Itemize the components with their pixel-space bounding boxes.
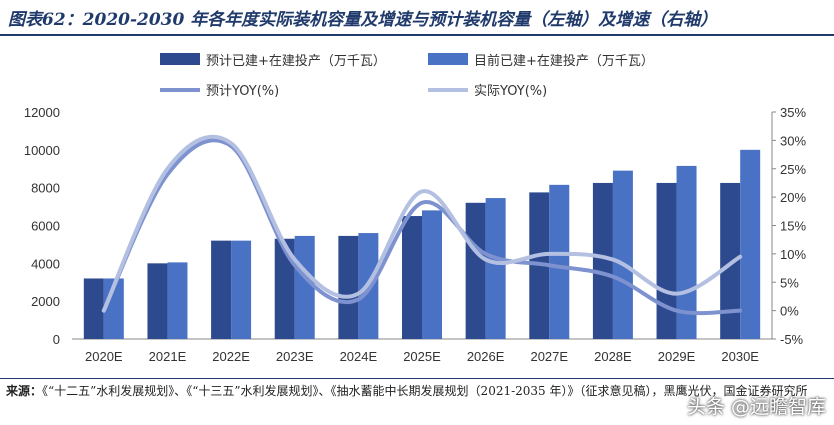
axes: 0 2000 4000 6000 8000 10000 12000 -5% 0% 5% 10% 15%… [24,105,807,364]
bar-planned [211,240,232,339]
bars [83,149,761,339]
chart-title: 图表62：2020-2030 年各年度实际装机容量及增速与预计装机容量（左轴）及… [8,10,718,30]
x-tick-label: 2023E [276,349,314,364]
title-bar: 图表62：2020-2030 年各年度实际装机容量及增速与预计装机容量（左轴）及… [0,0,834,36]
legend-label: 实际YOY(%) [474,84,547,99]
x-tick-label: 2027E [530,349,568,364]
legend-swatch-bar [160,53,200,65]
bar-current [294,235,315,339]
right-tick-label: 30% [780,133,806,148]
x-tick-label: 2020E [85,349,123,364]
right-tick-label: 10% [780,247,806,262]
legend-label: 预计已建+在建投产（万千瓦） [206,53,386,69]
bar-current [422,210,442,339]
legend-label: 目前已建+在建投产（万千瓦） [474,53,654,69]
left-tick-label: 6000 [31,219,60,234]
x-tick-label: 2024E [340,349,378,364]
left-tick-label: 10000 [24,143,60,158]
legend: 预计已建+在建投产（万千瓦） 目前已建+在建投产（万千瓦） 预计YOY(%) 实际YO… [160,53,654,99]
right-tick-label: 15% [780,219,806,234]
bar-planned [465,202,486,339]
left-tick-label: 2000 [31,294,60,309]
right-tick-label: 20% [780,190,806,205]
bar-planned [402,216,422,339]
bar-current [740,149,761,339]
right-tick-label: 5% [780,275,799,290]
combo-chart: 预计已建+在建投产（万千瓦） 目前已建+在建投产（万千瓦） 预计YOY(%) 实际YO… [24,53,807,364]
legend-swatch-bar [428,53,468,65]
bar-planned [83,278,104,339]
bar-current [167,262,188,339]
bar-current [485,198,506,339]
lines [101,134,743,316]
x-tick-label: 2022E [212,349,250,364]
bar-current [231,240,252,339]
watermark: 头条 @远瞻智库 [686,396,826,418]
left-tick-label: 12000 [24,105,60,120]
source-note: 来源：《“十二五”水利发展规划》、《“十三五”水利发展规划》、《抽水蓄能中长期发… [0,378,834,401]
x-tick-label: 2028E [594,349,632,364]
left-tick-label: 8000 [31,181,60,196]
x-tick-label: 2021E [149,349,187,364]
bar-planned [338,235,359,339]
line-planned-yoy [101,138,743,316]
x-tick-label: 2025E [403,349,441,364]
left-tick-label: 0 [53,332,60,347]
right-tick-label: 35% [780,105,806,120]
right-tick-label: -5% [780,332,804,347]
source-text: 《“十二五”水利发展规划》、《“十三五”水利发展规划》、《抽水蓄能中长期发展规划… [42,384,808,398]
source-label: 来源： [6,384,43,398]
x-tick-label: 2029E [658,349,696,364]
legend-label: 预计YOY(%) [206,84,279,99]
bar-current [676,165,697,339]
bar-current [549,184,570,339]
x-tick-label: 2030E [721,349,759,364]
bar-planned [720,182,741,339]
right-tick-label: 25% [780,162,806,177]
right-tick-label: 0% [780,304,799,319]
bar-planned [656,182,677,339]
x-tick-label: 2026E [467,349,505,364]
bar-planned [592,182,613,339]
bar-planned [274,238,295,339]
left-tick-label: 4000 [31,256,60,271]
bar-planned [147,263,168,339]
bar-current [612,170,633,339]
line-actual-yoy [101,134,743,313]
